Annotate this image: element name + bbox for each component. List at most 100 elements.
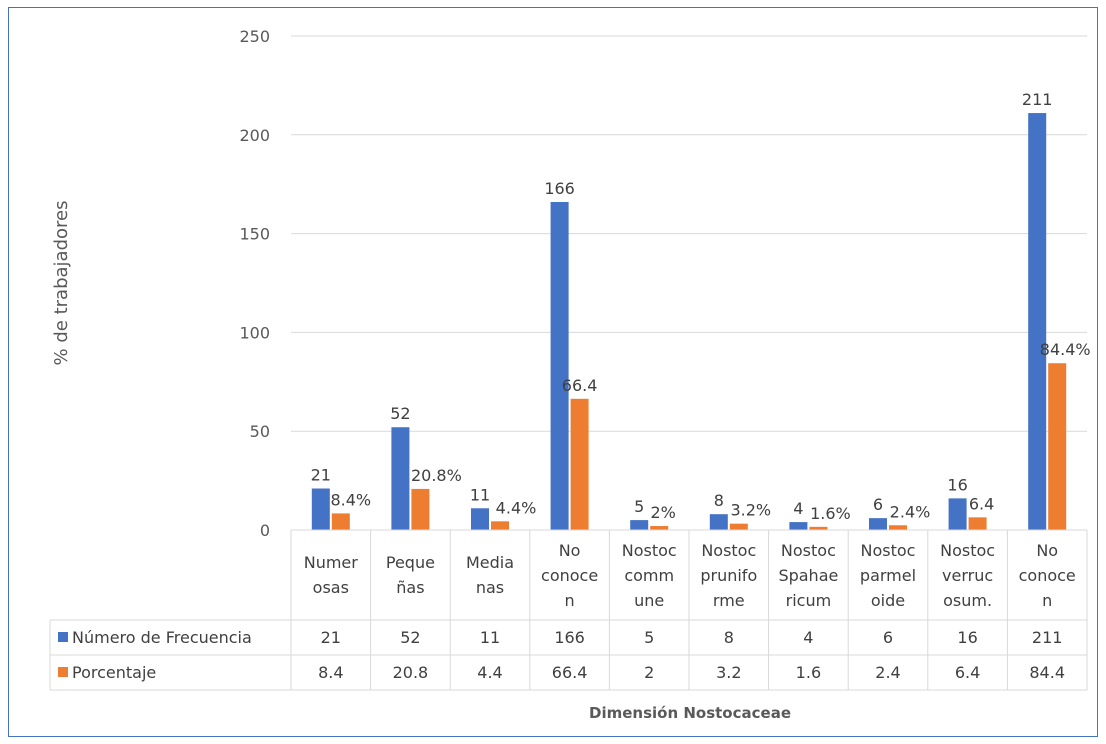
data-label: 5 <box>634 497 644 516</box>
legend-key <box>58 632 68 642</box>
data-label: 6 <box>873 495 883 514</box>
data-label: 1.6% <box>810 504 851 523</box>
table-cell: 2.4 <box>875 663 900 682</box>
bar-frecuencia <box>789 522 808 530</box>
category-label: Nostoc <box>622 541 677 560</box>
bar-frecuencia <box>869 518 887 530</box>
bar-porcentaje <box>650 526 669 530</box>
category-label: No <box>1036 541 1058 560</box>
table-cell: 8.4 <box>318 663 343 682</box>
bar-frecuencia <box>391 427 410 530</box>
category-label: n <box>1042 591 1052 610</box>
table-cell: 52 <box>400 628 420 647</box>
y-tick-label: 50 <box>250 422 270 441</box>
y-tick-label: 200 <box>239 126 270 145</box>
data-label: 8 <box>714 491 724 510</box>
bar-porcentaje <box>968 517 987 530</box>
table-cell: 166 <box>554 628 585 647</box>
data-label: 11 <box>470 485 490 504</box>
category-label: prunifo <box>700 566 757 585</box>
table-cell: 84.4 <box>1029 663 1065 682</box>
table-cell: 4 <box>803 628 813 647</box>
table-cell: 2 <box>644 663 654 682</box>
chart-frame <box>8 7 1098 737</box>
data-label: 6.4 <box>969 494 994 513</box>
category-label: oide <box>871 591 905 610</box>
table-cell: 66.4 <box>552 663 588 682</box>
y-tick-label: 100 <box>239 323 270 342</box>
category-label: Nostoc <box>861 541 916 560</box>
bar-porcentaje <box>1048 363 1067 530</box>
data-label: 2.4% <box>890 502 931 521</box>
data-label: 4 <box>793 499 803 518</box>
bar-frecuencia <box>709 514 728 530</box>
table-cell: 3.2 <box>716 663 741 682</box>
data-label: 3.2% <box>730 501 771 520</box>
category-label: ñas <box>396 578 424 597</box>
table-cell: 6 <box>883 628 893 647</box>
category-label: No <box>559 541 581 560</box>
category-label: comm <box>624 566 674 585</box>
category-label: rme <box>713 591 745 610</box>
table-cell: 211 <box>1032 628 1063 647</box>
legend-key <box>58 667 68 677</box>
category-label: Media <box>466 553 514 572</box>
legend-label: Número de Frecuencia <box>72 628 252 647</box>
bar-porcentaje <box>570 398 589 530</box>
bar-frecuencia <box>630 520 649 530</box>
category-label: Nostoc <box>940 541 995 560</box>
table-cell: 20.8 <box>393 663 429 682</box>
data-label: 8.4% <box>330 490 371 509</box>
table-cell: 4.4 <box>477 663 502 682</box>
bar-frecuencia <box>550 201 569 530</box>
table-cell: 16 <box>957 628 977 647</box>
bar-porcentaje <box>411 488 430 530</box>
table-cell: 5 <box>644 628 654 647</box>
table-cell: 21 <box>321 628 341 647</box>
bar-porcentaje <box>889 525 907 530</box>
category-label: n <box>565 591 575 610</box>
bar-porcentaje <box>809 526 828 530</box>
category-label: Nostoc <box>701 541 756 560</box>
category-label: Peque <box>386 553 435 572</box>
category-label: osas <box>313 578 349 597</box>
bar-porcentaje <box>331 513 350 530</box>
category-label: ricum <box>786 591 832 610</box>
data-label: 20.8% <box>411 466 462 485</box>
y-axis-title: % de trabajadores <box>51 201 72 366</box>
bar-porcentaje <box>729 523 748 530</box>
table-cell: 11 <box>480 628 500 647</box>
category-label: osum. <box>943 591 992 610</box>
category-label: conoce <box>1019 566 1076 585</box>
data-label: 84.4% <box>1040 340 1091 359</box>
x-axis-title: Dimensión Nostocaceae <box>589 704 791 722</box>
category-label: une <box>634 591 664 610</box>
bar-frecuencia <box>1028 113 1047 531</box>
category-label: nas <box>476 578 504 597</box>
data-label: 2% <box>651 503 676 522</box>
category-label: conoce <box>541 566 598 585</box>
data-label: 52 <box>390 404 410 423</box>
data-label: 16 <box>947 475 967 494</box>
data-label: 66.4 <box>562 376 598 395</box>
data-label: 211 <box>1022 90 1053 109</box>
data-label: 4.4% <box>496 498 537 517</box>
table-cell: 8 <box>724 628 734 647</box>
table-cell: 1.6 <box>796 663 821 682</box>
data-label: 21 <box>311 466 331 485</box>
category-label: Spahae <box>778 566 838 585</box>
table-cell: 6.4 <box>955 663 980 682</box>
legend-label: Porcentaje <box>72 663 156 682</box>
y-tick-label: 150 <box>239 225 270 244</box>
bar-frecuencia <box>948 498 967 530</box>
bar-frecuencia <box>471 508 489 530</box>
category-label: verruc <box>942 566 993 585</box>
bar-porcentaje <box>491 521 509 530</box>
y-tick-label: 0 <box>260 521 270 540</box>
bar-frecuencia <box>311 488 330 530</box>
data-label: 166 <box>544 179 575 198</box>
category-label: parmel <box>860 566 916 585</box>
category-label: Numer <box>304 553 359 572</box>
category-label: Nostoc <box>781 541 836 560</box>
